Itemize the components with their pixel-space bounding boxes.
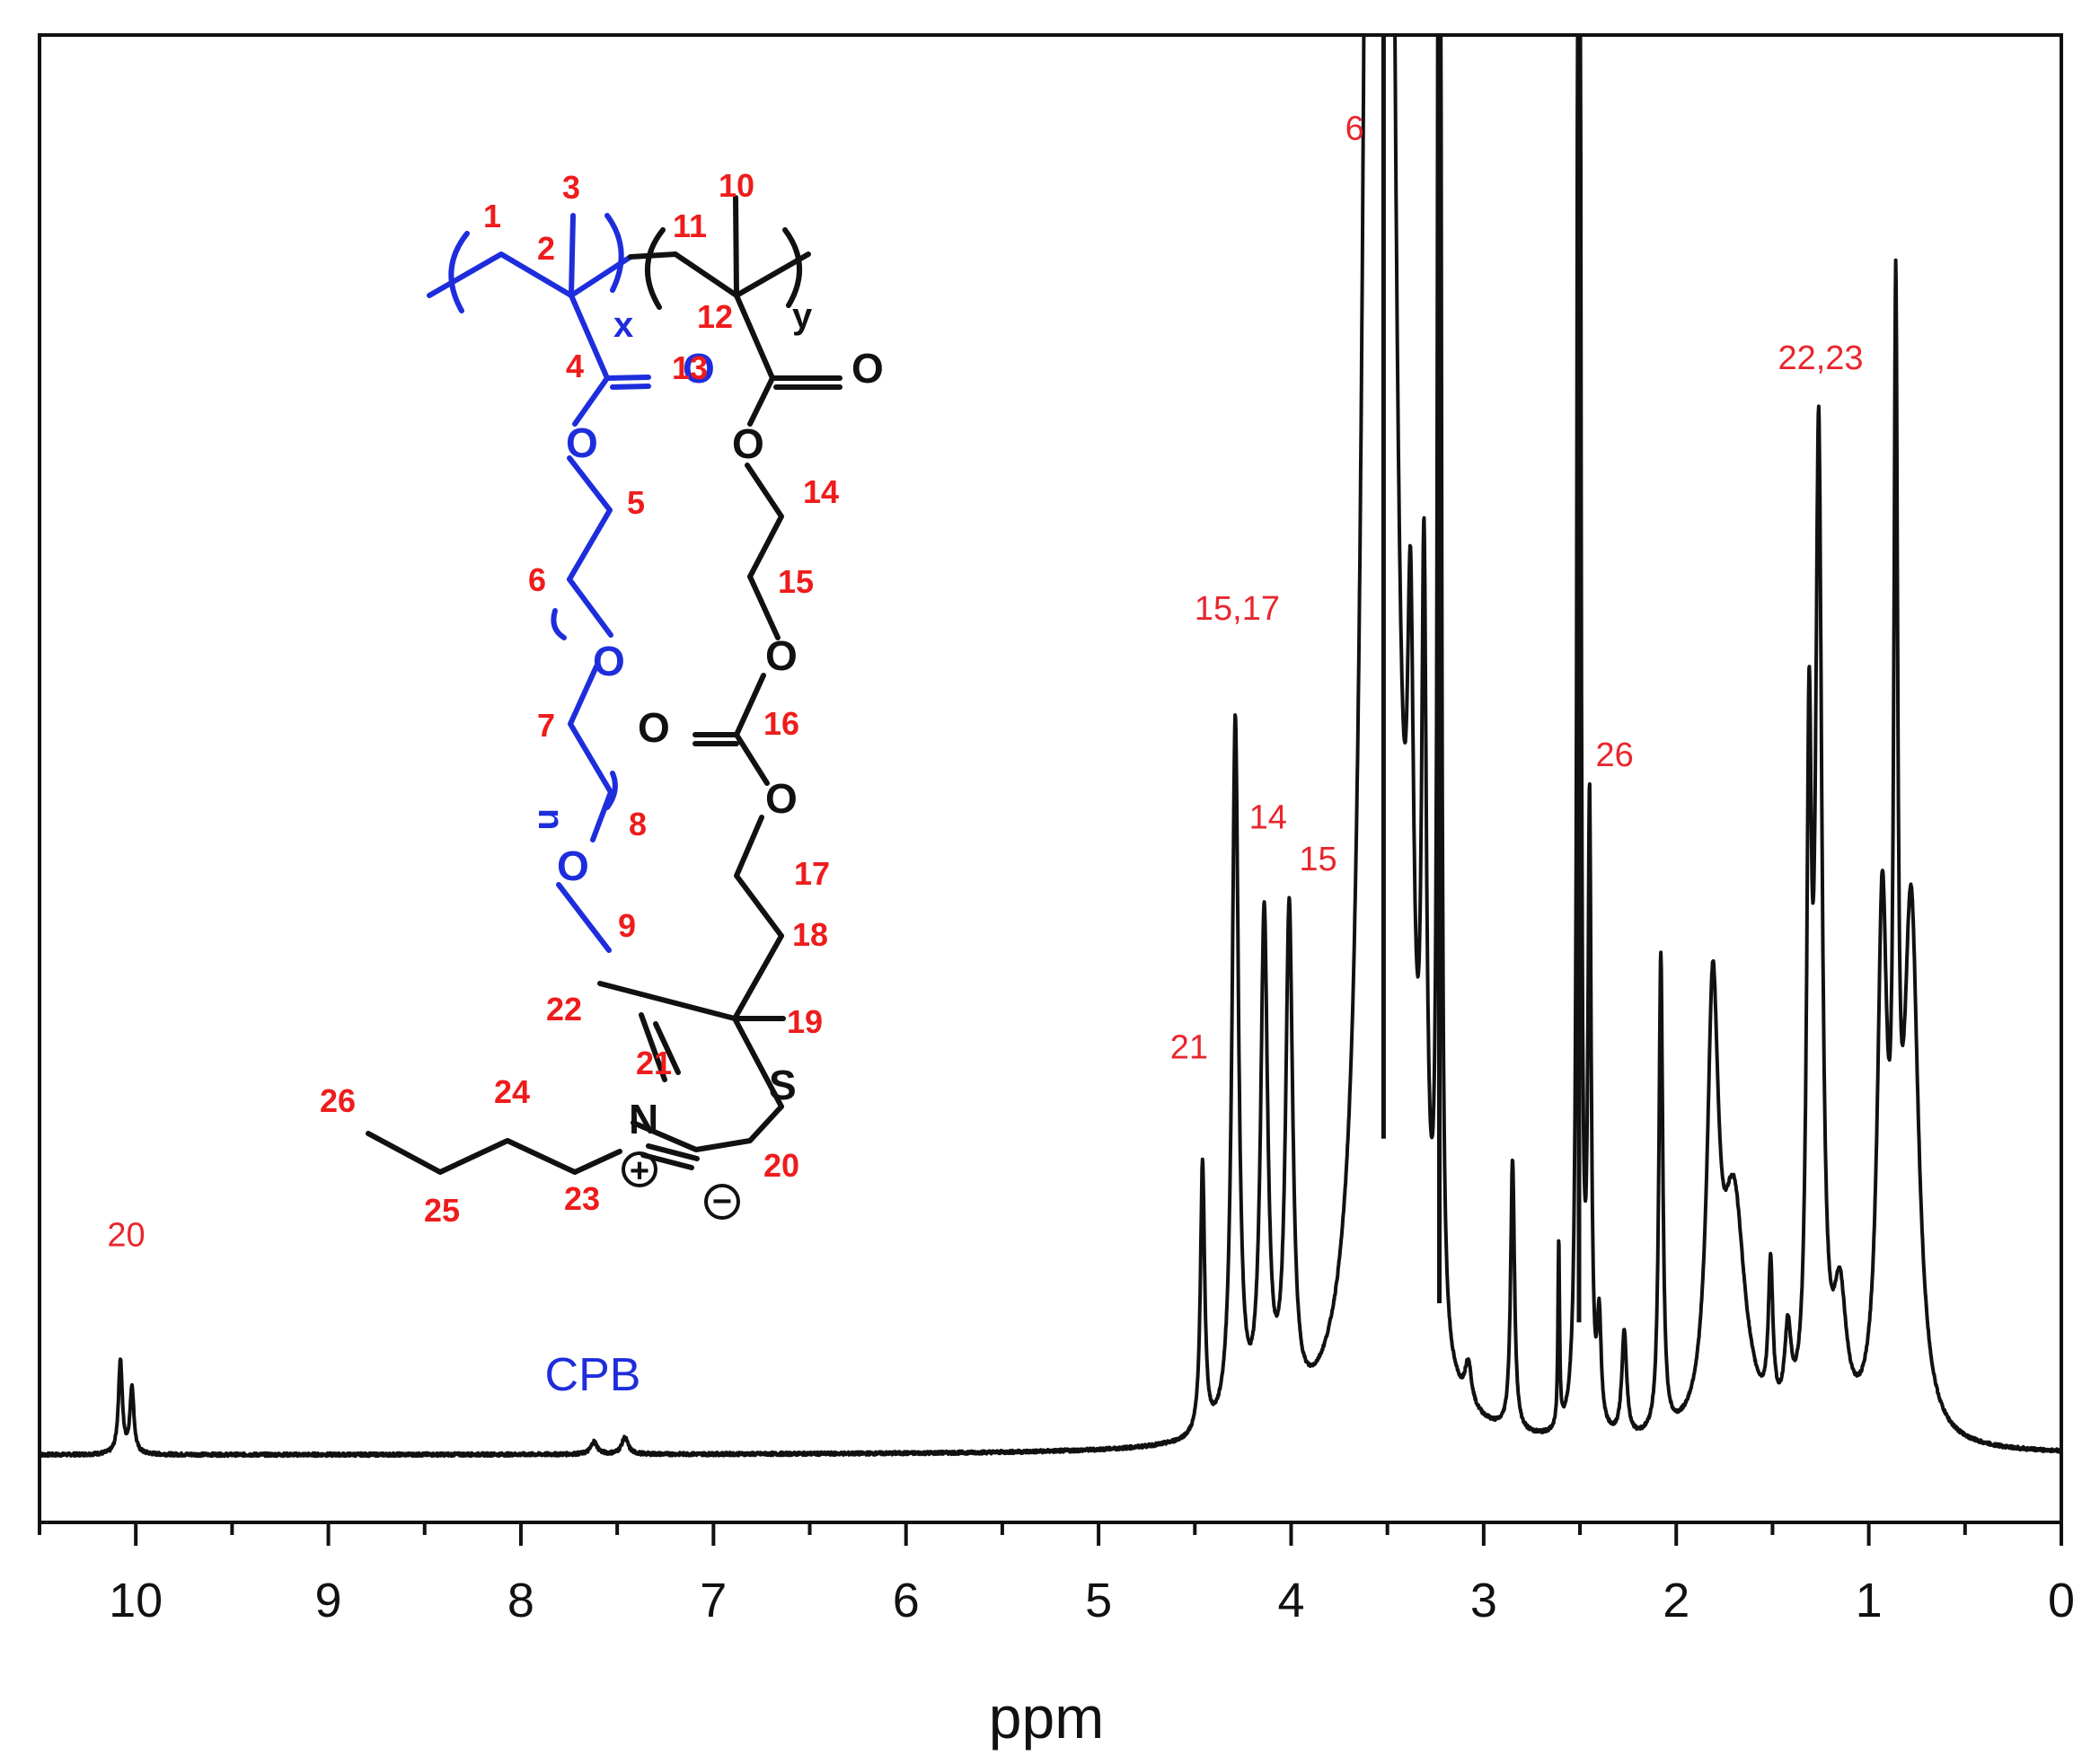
- structure-position-number: 6: [528, 561, 546, 598]
- structure-position-number: 24: [494, 1073, 530, 1110]
- peak-label: 21: [1170, 1028, 1208, 1066]
- structure-position-number: 21: [636, 1045, 672, 1081]
- structure-position-number: 8: [629, 806, 647, 842]
- atom-s: S: [769, 1062, 797, 1108]
- x-tick-label: 6: [893, 1574, 920, 1627]
- structure-position-number: 17: [794, 855, 830, 892]
- structure-position-number: 1: [483, 198, 501, 234]
- structure-position-number: 4: [566, 348, 584, 384]
- structure-position-number: 20: [763, 1147, 799, 1184]
- plus-charge: +: [630, 1152, 649, 1190]
- solvent-peak-line: [1381, 35, 1582, 1323]
- x-tick-label: 3: [1470, 1574, 1497, 1627]
- peak-label: 6: [1345, 110, 1364, 147]
- atom-o-carbonate-2: O: [638, 704, 670, 751]
- x-tick-label: 0: [2048, 1574, 2075, 1627]
- structure-position-number: 15: [778, 563, 814, 600]
- atom-o-carbonate-1: O: [765, 632, 798, 679]
- spectrum-line: [40, 35, 2061, 1459]
- black-unit-bonds: [366, 195, 843, 1175]
- compound-name: CPB: [545, 1349, 641, 1401]
- x-axis-tick-labels: 10 9 8 7 6 5 4 3 2 1 0: [109, 1574, 2075, 1627]
- structure-position-number: 7: [537, 707, 555, 744]
- cpb-structure: O O O O O O O O O N S + − x y n 12345678…: [320, 167, 884, 1401]
- atom-o-black-ester: O: [732, 420, 764, 467]
- structure-position-number: 23: [564, 1180, 600, 1217]
- structure-position-number: 11: [673, 207, 707, 244]
- x-tick-label: 4: [1277, 1574, 1304, 1627]
- structure-position-number: 22: [546, 991, 582, 1028]
- x-tick-label: 9: [315, 1574, 342, 1627]
- x-tick-label: 7: [700, 1574, 727, 1627]
- atom-o-blue-ester: O: [566, 419, 598, 466]
- x-axis-title: ppm: [989, 1684, 1104, 1751]
- repeat-n: n: [531, 808, 570, 830]
- structure-position-number: 9: [618, 907, 636, 944]
- blue-unit-bonds: [427, 213, 651, 953]
- plot-frame: [38, 33, 2063, 1524]
- peak-label: 22,23: [1778, 340, 1863, 377]
- peak-label: 26: [1595, 736, 1633, 774]
- peak-label: 15: [1299, 841, 1337, 878]
- x-tick-label: 10: [109, 1574, 163, 1627]
- structure-position-number: 25: [424, 1192, 460, 1229]
- structure-position-number: 5: [627, 484, 645, 521]
- structure-position-number: 10: [719, 167, 754, 204]
- x-axis-ticks: [38, 1522, 2063, 1546]
- minus-charge-circle: [704, 1184, 740, 1220]
- minus-charge: −: [712, 1183, 732, 1221]
- peak-label: 20: [107, 1217, 145, 1255]
- atom-n: N: [629, 1096, 658, 1142]
- plus-charge-circle: [622, 1151, 657, 1187]
- structure-position-number: 18: [792, 916, 828, 953]
- structure-position-number: 19: [787, 1003, 823, 1040]
- atom-o-carbonate-3: O: [765, 775, 798, 822]
- structure-position-number: 12: [697, 298, 733, 335]
- structure-position-number: 3: [562, 169, 580, 206]
- peak-label: 15,17: [1195, 590, 1280, 628]
- atom-o-blue-carbonyl: O: [683, 345, 715, 392]
- x-tick-label: 1: [1856, 1574, 1883, 1627]
- x-tick-label: 5: [1085, 1574, 1112, 1627]
- structure-atoms: O O O O O O O O O N S + − x y n: [531, 296, 884, 1221]
- peak-label: 14: [1249, 799, 1287, 837]
- atom-o-blue-ether: O: [593, 638, 625, 684]
- structure-position-numbers: 1234567891011121314151617181920212223242…: [320, 167, 839, 1229]
- atom-o-blue-methoxy: O: [557, 842, 589, 889]
- structure-position-number: 16: [763, 705, 799, 742]
- repeat-y: y: [792, 296, 813, 336]
- plot-area: [40, 35, 2061, 1459]
- x-tick-label: 2: [1663, 1574, 1689, 1627]
- repeat-x: x: [613, 305, 633, 345]
- structure-position-number: 2: [537, 230, 555, 267]
- structure-position-number: 13: [672, 349, 708, 386]
- atom-o-black-carbonyl: O: [851, 345, 884, 392]
- structure-position-number: 26: [320, 1082, 356, 1119]
- x-tick-label: 8: [507, 1574, 534, 1627]
- structure-position-number: 14: [803, 473, 839, 510]
